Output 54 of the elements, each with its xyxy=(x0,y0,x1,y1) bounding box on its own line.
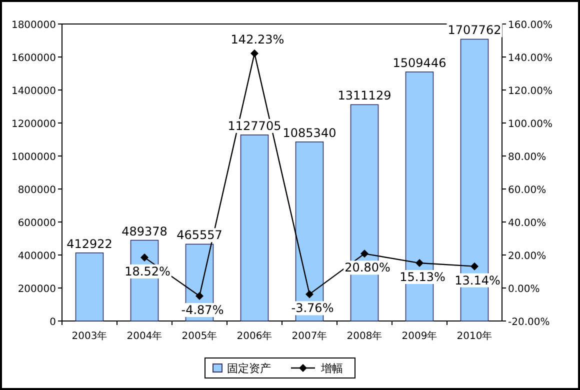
data-label: 1311129 xyxy=(338,88,392,103)
point xyxy=(470,262,478,270)
legend-label: 增幅 xyxy=(320,362,343,375)
data-label: -4.87% xyxy=(181,303,224,318)
y2-tick-label: 0.00% xyxy=(508,284,540,295)
y-tick-label: 1600000 xyxy=(11,53,56,64)
data-label: 1509446 xyxy=(392,56,446,70)
y2-tick-label: 60.00% xyxy=(508,185,546,196)
y2-tick-label: 160.00% xyxy=(508,20,552,31)
y-tick-label: 1800000 xyxy=(11,20,56,31)
data-label: 142.23% xyxy=(230,32,284,46)
legend-label: 固定资产 xyxy=(227,362,271,375)
y2-tick-label: 40.00% xyxy=(508,218,546,229)
data-label: 489378 xyxy=(122,224,168,238)
data-label: 1085340 xyxy=(282,126,336,140)
y-tick-label: 600000 xyxy=(18,218,56,229)
data-label: 1707762 xyxy=(448,23,502,38)
x-tick-label: 2009年 xyxy=(402,330,438,342)
point xyxy=(306,290,314,298)
point xyxy=(360,250,368,258)
x-tick-label: 2008年 xyxy=(346,330,382,342)
y-tick-label: 400000 xyxy=(18,251,56,262)
y2-tick-label: 100.00% xyxy=(508,119,552,130)
y-tick-label: 1400000 xyxy=(11,86,56,97)
data-label: 18.52% xyxy=(124,264,170,278)
x-tick-label: 2003年 xyxy=(72,330,108,342)
bar xyxy=(75,252,104,322)
bar xyxy=(240,134,269,322)
y-tick-label: 800000 xyxy=(18,185,56,196)
point xyxy=(140,253,148,262)
y-tick-label: 1000000 xyxy=(11,152,56,163)
y2-tick-label: 140.00% xyxy=(508,53,552,64)
point xyxy=(250,49,258,58)
x-tick-label: 2006年 xyxy=(236,330,272,342)
x-tick-label: 2005年 xyxy=(182,330,218,342)
y-tick-label: 1200000 xyxy=(11,119,56,130)
data-label: -3.76% xyxy=(291,301,334,316)
x-tick-label: 2010年 xyxy=(456,330,492,342)
data-label: 1127705 xyxy=(228,118,282,133)
data-label: 15.13% xyxy=(400,270,446,284)
data-label: 13.14% xyxy=(454,273,500,288)
data-label: 412922 xyxy=(66,236,112,251)
x-tick-label: 2004年 xyxy=(126,330,162,342)
y-tick-label: 200000 xyxy=(18,284,56,295)
y2-tick-label: 120.00% xyxy=(508,86,552,97)
y2-tick-label: 80.00% xyxy=(508,152,546,163)
x-tick-label: 2007年 xyxy=(292,330,328,342)
y-tick-label: 0 xyxy=(50,317,56,328)
y2-tick-label: -20.00% xyxy=(508,317,550,328)
point xyxy=(196,292,204,300)
data-label: 465557 xyxy=(176,228,222,242)
y2-tick-label: 20.00% xyxy=(508,251,546,262)
point xyxy=(416,259,424,268)
data-label: 20.80% xyxy=(344,260,390,275)
